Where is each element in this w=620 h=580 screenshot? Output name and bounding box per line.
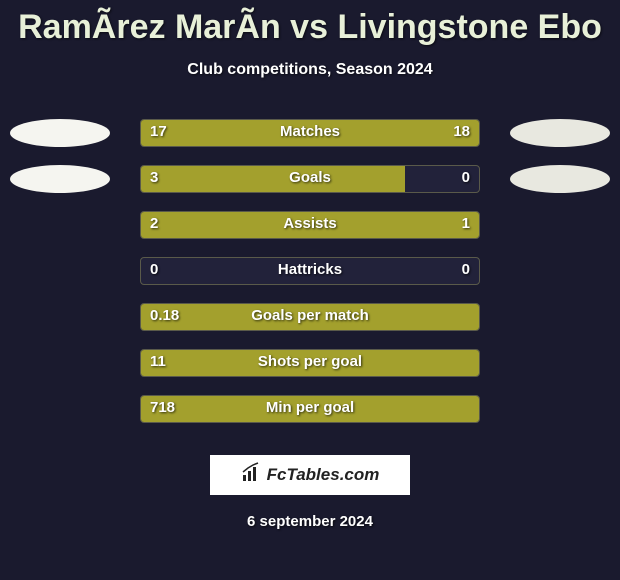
stat-row: 1718Matches (0, 111, 620, 157)
chart-icon (241, 462, 263, 489)
stat-label: Goals per match (0, 307, 620, 324)
subtitle: Club competitions, Season 2024 (0, 61, 620, 79)
logo-box[interactable]: FcTables.com (210, 455, 410, 495)
stat-label: Shots per goal (0, 353, 620, 370)
stat-row: 21Assists (0, 203, 620, 249)
stat-row: 11Shots per goal (0, 341, 620, 387)
stat-row: 718Min per goal (0, 387, 620, 433)
stat-label: Matches (0, 123, 620, 140)
stat-label: Hattricks (0, 261, 620, 278)
stat-row: 30Goals (0, 157, 620, 203)
footer-date: 6 september 2024 (0, 513, 620, 530)
stat-row: 0.18Goals per match (0, 295, 620, 341)
stat-label: Goals (0, 169, 620, 186)
stat-label: Min per goal (0, 399, 620, 416)
stats-rows: 1718Matches30Goals21Assists00Hattricks0.… (0, 111, 620, 433)
logo-text: FcTables.com (267, 465, 380, 485)
page-title: RamÃrez MarÃn vs Livingstone Ebo (0, 0, 620, 47)
stat-label: Assists (0, 215, 620, 232)
stat-row: 00Hattricks (0, 249, 620, 295)
